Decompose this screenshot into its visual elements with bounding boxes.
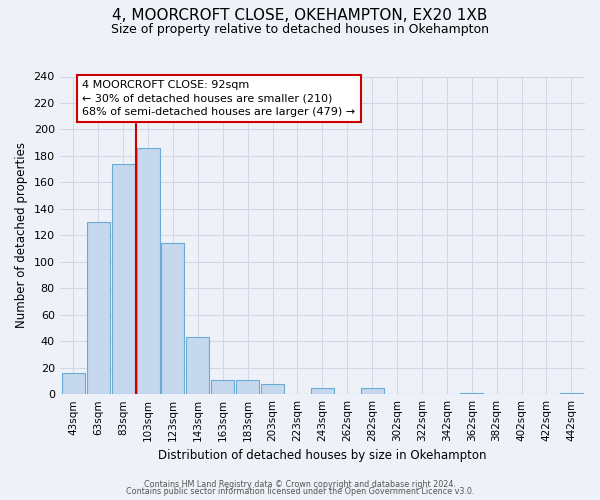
Text: Size of property relative to detached houses in Okehampton: Size of property relative to detached ho…: [111, 22, 489, 36]
Text: 4 MOORCROFT CLOSE: 92sqm
← 30% of detached houses are smaller (210)
68% of semi-: 4 MOORCROFT CLOSE: 92sqm ← 30% of detach…: [82, 80, 355, 117]
Bar: [361, 388, 383, 394]
Bar: [161, 244, 184, 394]
Bar: [187, 338, 209, 394]
Bar: [560, 393, 583, 394]
Bar: [311, 388, 334, 394]
Text: 4, MOORCROFT CLOSE, OKEHAMPTON, EX20 1XB: 4, MOORCROFT CLOSE, OKEHAMPTON, EX20 1XB: [112, 8, 488, 22]
Bar: [62, 373, 85, 394]
Text: Contains public sector information licensed under the Open Government Licence v3: Contains public sector information licen…: [126, 487, 474, 496]
Bar: [460, 393, 483, 394]
Bar: [211, 380, 234, 394]
Bar: [261, 384, 284, 394]
Bar: [137, 148, 160, 394]
X-axis label: Distribution of detached houses by size in Okehampton: Distribution of detached houses by size …: [158, 450, 487, 462]
Text: Contains HM Land Registry data © Crown copyright and database right 2024.: Contains HM Land Registry data © Crown c…: [144, 480, 456, 489]
Bar: [112, 164, 134, 394]
Bar: [87, 222, 110, 394]
Bar: [236, 380, 259, 394]
Y-axis label: Number of detached properties: Number of detached properties: [15, 142, 28, 328]
